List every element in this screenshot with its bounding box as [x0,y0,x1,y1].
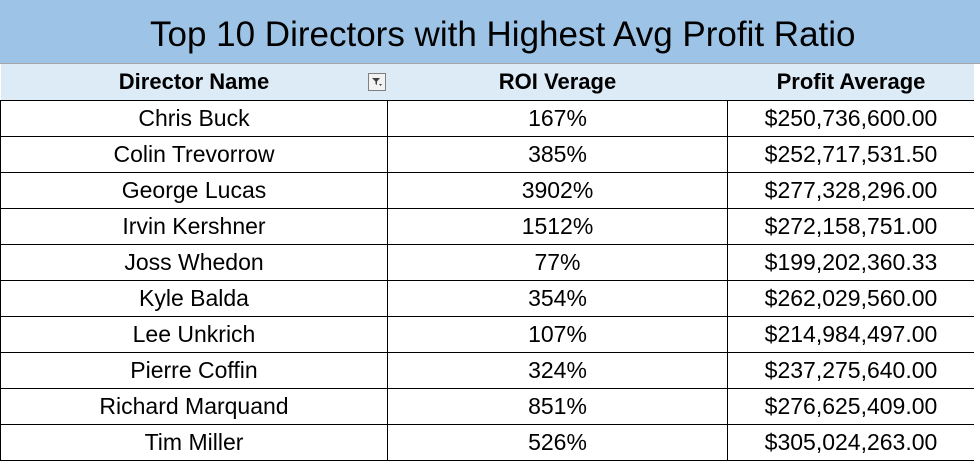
roi-cell[interactable]: 1512% [387,208,728,245]
director-cell[interactable]: George Lucas [0,172,388,209]
table-row: Lee Unkrich 107% $214,984,497.00 [0,316,975,353]
profit-cell[interactable]: $199,202,360.33 [727,244,975,281]
table-row: Pierre Coffin 324% $237,275,640.00 [0,352,975,389]
directors-table: Director Name ROI Verage Profit Average [0,64,975,461]
table-row: Irvin Kershner 1512% $272,158,751.00 [0,208,975,245]
table-row: Joss Whedon 77% $199,202,360.33 [0,244,975,281]
profit-cell[interactable]: $262,029,560.00 [727,280,975,317]
profit-cell[interactable]: $272,158,751.00 [727,208,975,245]
header-director-label: Director Name [118,69,270,94]
header-row: Director Name ROI Verage Profit Average [0,64,975,101]
profit-cell[interactable]: $237,275,640.00 [727,352,975,389]
filter-button[interactable] [367,73,386,91]
roi-cell[interactable]: 324% [387,352,728,389]
table-row: Colin Trevorrow 385% $252,717,531.50 [0,136,975,173]
director-cell[interactable]: Colin Trevorrow [0,136,388,173]
filter-dropdown-icon [371,78,382,86]
table-title: Top 10 Directors with Highest Avg Profit… [150,15,856,54]
header-profit-label: Profit Average [776,69,926,94]
roi-cell[interactable]: 851% [387,388,728,425]
table-row: Richard Marquand 851% $276,625,409.00 [0,388,975,425]
roi-cell[interactable]: 167% [387,100,728,137]
roi-cell[interactable]: 526% [387,424,728,461]
roi-cell[interactable]: 107% [387,316,728,353]
roi-cell[interactable]: 3902% [387,172,728,209]
header-profit-average[interactable]: Profit Average [727,64,975,101]
roi-cell[interactable]: 354% [387,280,728,317]
sheet-margin [974,64,980,463]
roi-cell[interactable]: 77% [387,244,728,281]
director-cell[interactable]: Joss Whedon [0,244,388,281]
profit-cell[interactable]: $276,625,409.00 [727,388,975,425]
header-roi-average[interactable]: ROI Verage [387,64,728,101]
director-cell[interactable]: Lee Unkrich [0,316,388,353]
header-roi-label: ROI Verage [498,69,617,94]
director-cell[interactable]: Chris Buck [0,100,388,137]
table-row: Kyle Balda 354% $262,029,560.00 [0,280,975,317]
director-cell[interactable]: Kyle Balda [0,280,388,317]
profit-cell[interactable]: $214,984,497.00 [727,316,975,353]
profit-cell[interactable]: $252,717,531.50 [727,136,975,173]
roi-cell[interactable]: 385% [387,136,728,173]
director-cell[interactable]: Richard Marquand [0,388,388,425]
table-row: Chris Buck 167% $250,736,600.00 [0,100,975,137]
header-director-name[interactable]: Director Name [0,64,388,101]
director-cell[interactable]: Pierre Coffin [0,352,388,389]
profit-cell[interactable]: $250,736,600.00 [727,100,975,137]
director-cell[interactable]: Irvin Kershner [0,208,388,245]
title-cell[interactable]: Top 10 Directors with Highest Avg Profit… [0,0,980,64]
profit-cell[interactable]: $277,328,296.00 [727,172,975,209]
profit-cell[interactable]: $305,024,263.00 [727,424,975,461]
table-row: George Lucas 3902% $277,328,296.00 [0,172,975,209]
director-cell[interactable]: Tim Miller [0,424,388,461]
table-row: Tim Miller 526% $305,024,263.00 [0,424,975,461]
